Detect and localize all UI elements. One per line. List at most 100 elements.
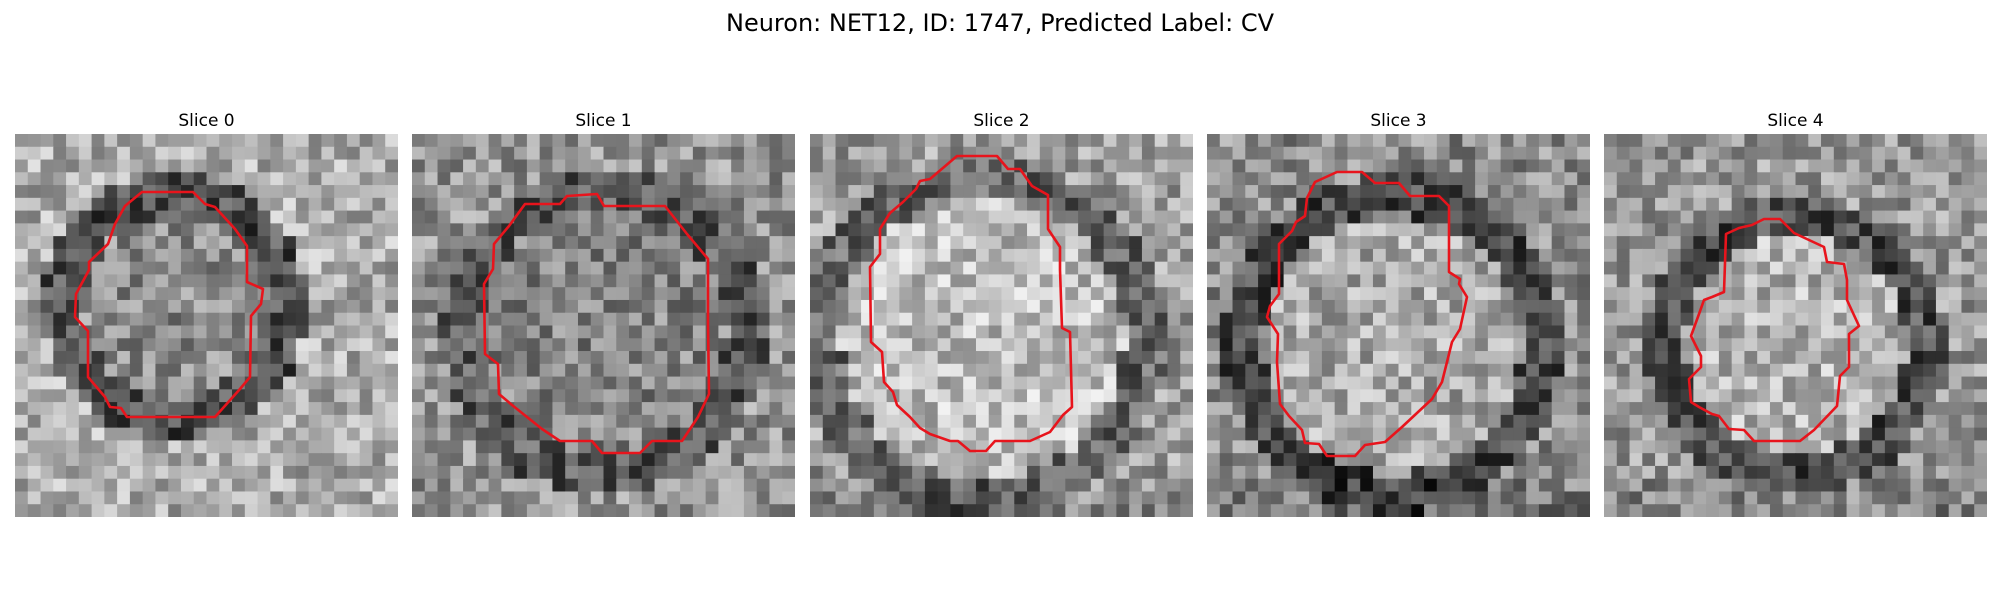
pixel xyxy=(769,248,783,263)
pixel xyxy=(1872,402,1886,416)
pixel xyxy=(1513,440,1527,454)
pixel xyxy=(450,402,464,416)
pixel xyxy=(1833,185,1848,199)
pixel xyxy=(1283,197,1297,212)
pixel xyxy=(667,402,681,416)
pixel xyxy=(654,236,668,250)
pixel xyxy=(539,440,554,454)
pixel xyxy=(104,363,118,378)
pixel xyxy=(1833,210,1848,224)
pixel xyxy=(975,363,990,378)
pixel xyxy=(1090,159,1105,173)
pixel xyxy=(1372,223,1387,237)
pixel xyxy=(1090,351,1105,365)
pixel xyxy=(475,274,490,288)
pixel xyxy=(53,134,67,148)
pixel xyxy=(450,312,464,327)
pixel xyxy=(1462,223,1476,237)
pixel xyxy=(899,363,913,378)
pixel xyxy=(295,363,310,378)
pixel xyxy=(412,159,426,173)
pixel xyxy=(692,325,707,339)
pixel xyxy=(244,134,259,148)
pixel xyxy=(372,491,386,505)
pixel xyxy=(603,325,617,339)
pixel xyxy=(988,210,1003,224)
pixel xyxy=(412,210,426,224)
pixel xyxy=(155,236,169,250)
pixel xyxy=(1551,338,1566,352)
pixel xyxy=(155,453,169,467)
cell-contour xyxy=(1687,217,1861,443)
pixel xyxy=(526,440,541,454)
pixel xyxy=(206,299,220,314)
pixel xyxy=(463,223,477,237)
pixel xyxy=(1872,325,1886,339)
pixel xyxy=(334,351,348,365)
pixel xyxy=(514,274,528,288)
pixel xyxy=(1283,338,1297,352)
pixel xyxy=(924,363,939,378)
pixel xyxy=(40,248,54,263)
pixel xyxy=(1961,491,1975,505)
pixel xyxy=(155,504,169,517)
pixel xyxy=(1604,427,1618,441)
pixel xyxy=(552,146,566,161)
pixel xyxy=(232,440,246,454)
pixel xyxy=(1347,248,1361,263)
pixel xyxy=(1129,325,1143,339)
pixel xyxy=(924,402,939,416)
pixel xyxy=(577,223,592,237)
pixel xyxy=(1449,210,1463,224)
pixel xyxy=(1475,414,1489,429)
pixel xyxy=(1141,453,1156,467)
pixel xyxy=(912,504,926,517)
pixel xyxy=(334,504,348,517)
pixel xyxy=(1232,223,1246,237)
microscopy-slice-image xyxy=(412,134,795,517)
pixel xyxy=(424,414,439,429)
pixel xyxy=(1078,351,1092,365)
pixel xyxy=(1078,376,1092,390)
pixel xyxy=(822,504,837,517)
pixel xyxy=(1706,504,1720,517)
pixel xyxy=(1897,478,1911,493)
pixel xyxy=(577,427,592,441)
pixel xyxy=(270,159,284,173)
pixel xyxy=(53,248,67,263)
pixel xyxy=(219,287,233,301)
pixel xyxy=(782,491,795,505)
pixel xyxy=(1526,159,1540,173)
pixel xyxy=(53,402,67,416)
pixel xyxy=(937,210,952,224)
pixel xyxy=(463,159,477,173)
pixel xyxy=(1757,389,1771,403)
pixel xyxy=(142,197,157,212)
pixel xyxy=(1500,351,1514,365)
pixel xyxy=(1014,504,1028,517)
pixel xyxy=(1616,453,1631,467)
pixel xyxy=(1642,440,1656,454)
pixel xyxy=(372,210,386,224)
pixel xyxy=(861,159,875,173)
pixel xyxy=(1167,274,1181,288)
pixel xyxy=(667,223,681,237)
pixel xyxy=(27,453,42,467)
pixel xyxy=(514,236,528,250)
pixel xyxy=(1500,325,1514,339)
pixel xyxy=(1910,402,1924,416)
pixel xyxy=(1309,363,1323,378)
pixel xyxy=(1655,453,1669,467)
pixel xyxy=(15,299,29,314)
pixel xyxy=(244,363,259,378)
pixel xyxy=(718,402,732,416)
pixel xyxy=(1309,236,1323,250)
pixel xyxy=(308,146,322,161)
pixel xyxy=(667,261,681,276)
pixel xyxy=(1974,261,1987,276)
pixel xyxy=(1347,491,1361,505)
pixel xyxy=(91,223,105,237)
pixel xyxy=(743,491,758,505)
pixel xyxy=(1385,338,1400,352)
pixel xyxy=(963,351,977,365)
